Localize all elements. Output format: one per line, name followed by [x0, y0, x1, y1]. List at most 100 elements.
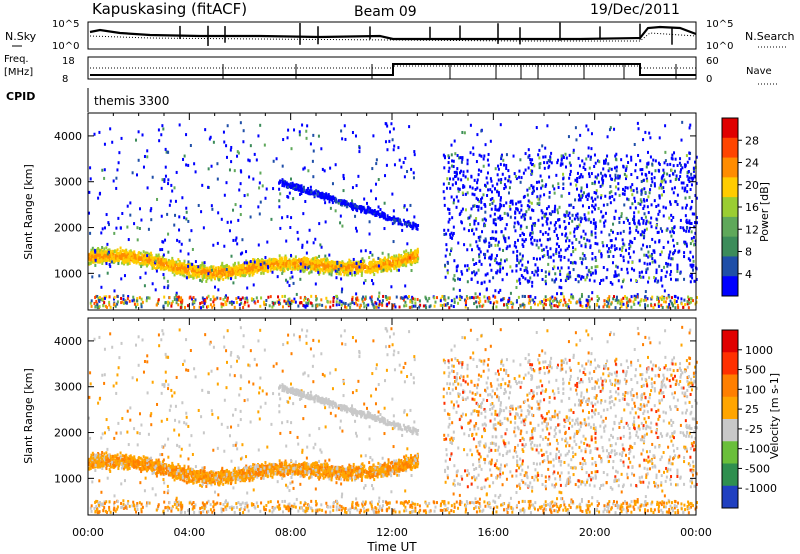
power-cell — [133, 258, 136, 262]
power-cell — [585, 157, 588, 161]
power-cell — [372, 303, 375, 307]
power-cell — [213, 303, 216, 307]
power-cell — [497, 243, 500, 247]
power-cell — [115, 176, 118, 180]
power-cell — [372, 262, 375, 266]
power-cell — [232, 301, 235, 305]
power-cell — [380, 269, 383, 273]
power-cell — [392, 209, 395, 213]
power-cell — [344, 302, 347, 306]
power-cell — [99, 253, 102, 257]
power-cell — [324, 201, 327, 205]
power-cell — [105, 295, 108, 299]
power-cell — [247, 269, 250, 273]
power-cell — [555, 233, 558, 237]
power-cell — [588, 217, 591, 221]
power-cell — [214, 271, 217, 275]
power-cell — [120, 256, 123, 260]
power-cell — [141, 261, 144, 265]
power-cell — [340, 290, 343, 294]
power-cell — [559, 299, 562, 303]
power-cell — [572, 268, 575, 272]
power-cell — [671, 227, 674, 231]
power-cell — [483, 202, 486, 206]
power-cell — [268, 257, 271, 261]
power-cell — [158, 255, 161, 259]
power-cell — [630, 158, 633, 162]
power-cell — [109, 250, 112, 254]
power-cell — [502, 158, 505, 162]
power-cell — [518, 211, 521, 215]
power-cell — [503, 187, 506, 191]
power-cell — [263, 303, 266, 307]
power-cell — [293, 297, 296, 301]
power-cell — [654, 159, 657, 163]
power-cell — [261, 266, 264, 270]
power-cell — [608, 167, 611, 171]
power-cell — [185, 270, 188, 274]
power-cell — [339, 214, 342, 218]
power-cell — [135, 260, 138, 264]
power-cell — [194, 260, 197, 264]
power-cell — [128, 261, 131, 265]
power-cell — [564, 234, 567, 238]
power-cell — [168, 203, 171, 207]
power-cell — [124, 260, 127, 264]
power-cell — [571, 219, 574, 223]
power-cell — [382, 294, 385, 298]
power-cell — [94, 249, 97, 253]
power-cell — [594, 255, 597, 259]
power-cell — [540, 243, 543, 247]
power-cell — [298, 130, 301, 134]
power-cell — [121, 212, 124, 216]
power-cell — [669, 200, 672, 204]
power-cell — [611, 195, 614, 199]
power-cell — [232, 268, 235, 272]
power-cell — [529, 233, 532, 237]
power-cell — [455, 195, 458, 199]
power-cell — [692, 176, 695, 180]
power-cell — [95, 299, 98, 303]
power-cell — [548, 270, 551, 274]
power-cell — [331, 264, 334, 268]
power-cell — [294, 255, 297, 259]
power-cell — [262, 271, 265, 275]
power-cell — [205, 279, 208, 283]
power-cell — [614, 274, 617, 278]
power-cell — [474, 292, 477, 296]
power-cell — [258, 186, 261, 190]
power-cell — [393, 264, 396, 268]
power-cell — [305, 129, 308, 133]
power-cell — [359, 259, 362, 263]
power-cell — [228, 229, 231, 233]
power-cell — [674, 249, 677, 253]
power-cell — [202, 268, 205, 272]
power-cell — [321, 167, 324, 171]
power-cell — [463, 227, 466, 231]
power-cell — [135, 138, 138, 142]
power-cell — [181, 300, 184, 304]
power-cell — [549, 221, 552, 225]
power-cell — [175, 271, 178, 275]
power-cell — [444, 298, 447, 302]
power-cell — [637, 201, 640, 205]
power-cell — [347, 270, 350, 274]
power-cell — [565, 239, 568, 243]
power-cell — [164, 147, 167, 151]
power-cell — [338, 266, 341, 270]
power-cell — [345, 268, 348, 272]
power-cell — [236, 242, 239, 246]
power-cell — [245, 250, 248, 254]
power-cell — [178, 259, 181, 263]
power-cell — [211, 273, 214, 277]
power-cell — [96, 255, 99, 259]
power-cell — [495, 305, 498, 309]
power-cell — [358, 150, 361, 154]
power-cell — [489, 236, 492, 240]
power-cell — [88, 190, 91, 194]
power-cell — [159, 259, 162, 263]
power-cell — [239, 270, 242, 274]
power-cell — [608, 254, 611, 258]
power-cell — [149, 258, 152, 262]
power-cell — [453, 278, 456, 282]
